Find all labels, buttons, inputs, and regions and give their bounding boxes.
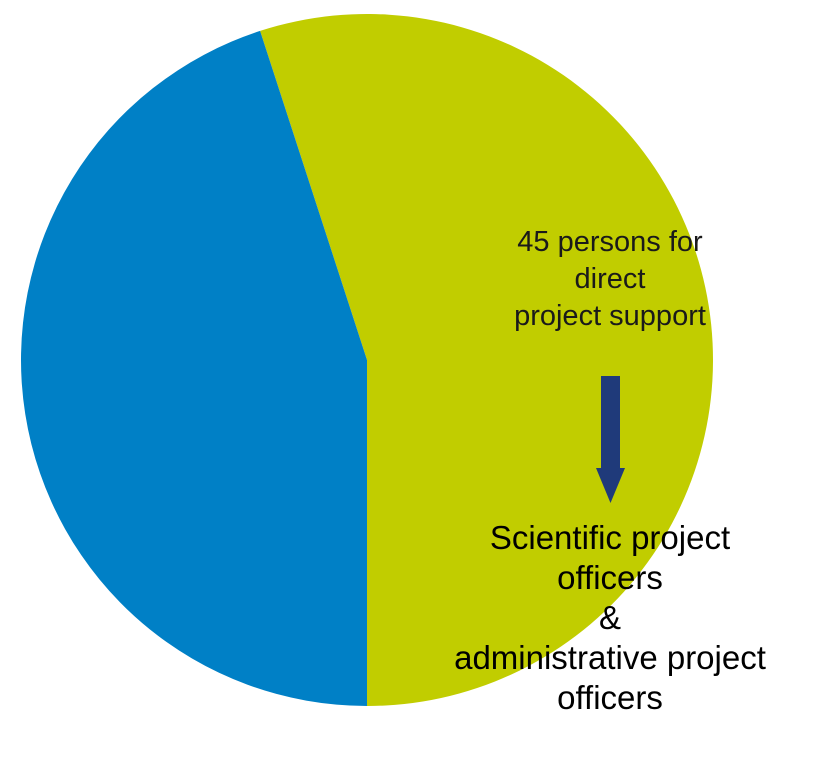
project-officers-line-2: officers — [557, 559, 663, 596]
direct-support-line-3: project support — [514, 300, 706, 332]
project-officers-label: Scientific project officers & administra… — [392, 518, 828, 718]
project-officers-line-5: officers — [557, 679, 663, 716]
project-officers-line-3: & — [598, 599, 621, 636]
down-arrow-icon — [596, 376, 625, 503]
project-officers-line-1: Scientific project — [489, 519, 731, 556]
direct-support-line-2: direct — [574, 263, 646, 295]
direct-support-line-1: 45 persons for — [517, 226, 703, 258]
pie-slice-2 — [20, 30, 368, 706]
direct-support-label: 45 persons for direct project support — [430, 224, 790, 335]
project-officers-line-4: administrative project — [454, 639, 766, 676]
pie-slice-1 — [260, 14, 713, 707]
pie-slices — [20, 14, 713, 707]
